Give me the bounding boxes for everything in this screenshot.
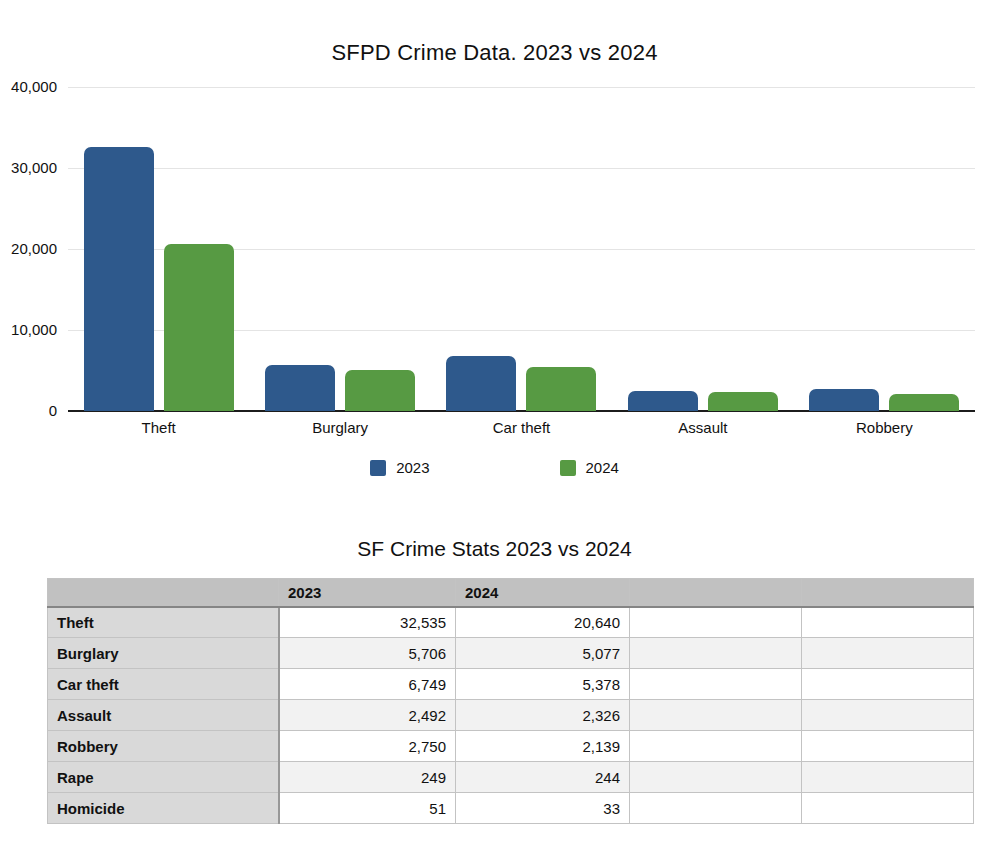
cell-blank	[630, 731, 802, 762]
row-label: Robbery	[48, 731, 279, 762]
y-axis-labels: 010,00020,00030,00040,000	[0, 87, 57, 411]
x-axis-labels: TheftBurglaryCar theftAssaultRobbery	[68, 419, 975, 437]
table-header-blank	[630, 579, 802, 607]
table-row-homicide: Homicide5133	[48, 793, 974, 824]
legend-item-2024: 2024	[560, 459, 619, 476]
cell-value: 5,077	[456, 638, 630, 669]
bar-2023-assault	[628, 391, 698, 411]
cell-blank	[802, 607, 974, 638]
legend-item-2023: 2023	[370, 459, 429, 476]
cell-value: 244	[456, 762, 630, 793]
cell-blank	[802, 762, 974, 793]
cell-blank	[630, 607, 802, 638]
y-tick-label: 0	[49, 402, 57, 420]
chart-legend: 2023 2024	[0, 459, 989, 476]
table-header-blank	[802, 579, 974, 607]
cell-blank	[630, 762, 802, 793]
cell-value: 6,749	[279, 669, 456, 700]
cell-value: 249	[279, 762, 456, 793]
row-label: Theft	[48, 607, 279, 638]
table-body: Theft32,53520,640Burglary5,7065,077Car t…	[48, 607, 974, 824]
table-head: 20232024	[48, 579, 974, 607]
cell-blank	[802, 669, 974, 700]
table-row-theft: Theft32,53520,640	[48, 607, 974, 638]
x-tick-label: Car theft	[431, 419, 612, 437]
bar-group-robbery	[794, 87, 975, 411]
table-title: SF Crime Stats 2023 vs 2024	[0, 537, 989, 561]
chart-title: SFPD Crime Data. 2023 vs 2024	[0, 40, 989, 66]
x-tick-label: Assault	[612, 419, 793, 437]
bar-2024-robbery	[889, 394, 959, 411]
cell-blank	[802, 793, 974, 824]
legend-swatch-2023	[370, 460, 386, 476]
bar-2023-car-theft	[446, 356, 516, 411]
cell-blank	[802, 638, 974, 669]
bar-2024-car-theft	[526, 367, 596, 411]
legend-label: 2023	[396, 459, 429, 476]
cell-blank	[802, 700, 974, 731]
cell-blank	[802, 731, 974, 762]
cell-value: 2,492	[279, 700, 456, 731]
page: SFPD Crime Data. 2023 vs 2024 0 10,000 20,…	[0, 0, 989, 846]
row-label: Homicide	[48, 793, 279, 824]
cell-blank	[630, 793, 802, 824]
x-tick-label: Burglary	[249, 419, 430, 437]
bar-group-burglary	[249, 87, 430, 411]
table-row-rape: Rape249244	[48, 762, 974, 793]
legend-label: 2024	[586, 459, 619, 476]
bar-2024-burglary	[345, 370, 415, 411]
cell-value: 2,139	[456, 731, 630, 762]
cell-value: 2,750	[279, 731, 456, 762]
bar-2024-theft	[164, 244, 234, 411]
row-label: Burglary	[48, 638, 279, 669]
legend-swatch-2024	[560, 460, 576, 476]
bar-2023-theft	[84, 147, 154, 411]
table-row-burglary: Burglary5,7065,077	[48, 638, 974, 669]
plot-area	[68, 87, 975, 411]
table-header-blank	[48, 579, 279, 607]
row-label: Car theft	[48, 669, 279, 700]
table-header-row: 20232024	[48, 579, 974, 607]
bar-2023-burglary	[265, 365, 335, 411]
cell-value: 2,326	[456, 700, 630, 731]
y-tick-label: 30,000	[11, 159, 57, 177]
table-row-robbery: Robbery2,7502,139	[48, 731, 974, 762]
table-header-2024: 2024	[456, 579, 630, 607]
y-tick-label: 10,000	[11, 321, 57, 339]
cell-blank	[630, 669, 802, 700]
row-label: Rape	[48, 762, 279, 793]
y-tick-label: 20,000	[11, 240, 57, 258]
cell-value: 33	[456, 793, 630, 824]
cell-blank	[630, 700, 802, 731]
bar-group-assault	[612, 87, 793, 411]
table-row-car-theft: Car theft6,7495,378	[48, 669, 974, 700]
x-tick-label: Theft	[68, 419, 249, 437]
y-tick-label: 40,000	[11, 78, 57, 96]
cell-blank	[630, 638, 802, 669]
table-header-2023: 2023	[279, 579, 456, 607]
cell-value: 5,706	[279, 638, 456, 669]
bar-2023-robbery	[809, 389, 879, 411]
cell-value: 32,535	[279, 607, 456, 638]
cell-value: 20,640	[456, 607, 630, 638]
bar-group-car-theft	[431, 87, 612, 411]
x-tick-label: Robbery	[794, 419, 975, 437]
cell-value: 5,378	[456, 669, 630, 700]
row-label: Assault	[48, 700, 279, 731]
table-row-assault: Assault2,4922,326	[48, 700, 974, 731]
cell-value: 51	[279, 793, 456, 824]
bar-2024-assault	[708, 392, 778, 411]
bar-group-theft	[68, 87, 249, 411]
stats-table: 20232024 Theft32,53520,640Burglary5,7065…	[47, 578, 974, 824]
